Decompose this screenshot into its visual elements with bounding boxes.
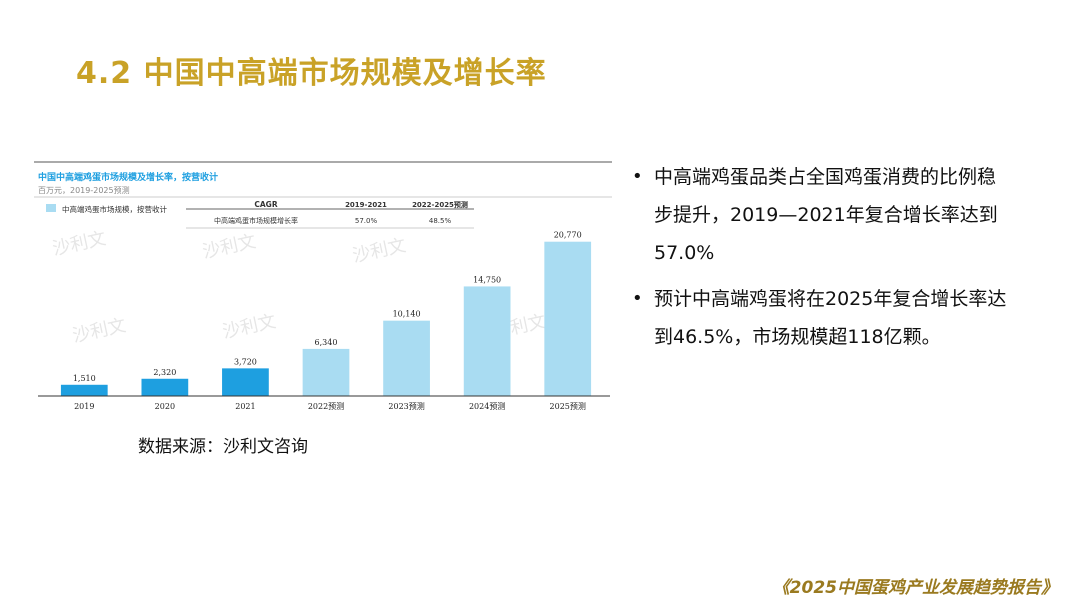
x-tick-label: 2021	[235, 402, 255, 411]
bullet-list: • 中高端鸡蛋品类占全国鸡蛋消费的比例稳步提升，2019—2021年复合增长率达…	[630, 158, 1010, 364]
watermark: 沙利文	[71, 315, 128, 347]
value-labels: 1,510 2,320 3,720 6,340 10,140 14,750 20,770	[73, 231, 582, 383]
bar-value-label: 20,770	[554, 231, 582, 240]
bullet-dot-icon: •	[632, 166, 643, 187]
cagr-title: CAGR	[254, 200, 277, 209]
bar-series	[60, 241, 592, 396]
bar-chart: 中国中高端鸡蛋市场规模及增长率，按营收计 百万元，2019-2025预测 中高端…	[34, 161, 612, 411]
legend-label: 中高端鸡蛋市场规模，按营收计	[62, 204, 167, 214]
chart-panel: 中国中高端鸡蛋市场规模及增长率，按营收计 百万元，2019-2025预测 中高端…	[34, 160, 614, 415]
x-tick-label: 2023预测	[388, 401, 424, 411]
cagr-col1-header: 2019-2021	[345, 201, 387, 209]
bullet-dot-icon: •	[632, 288, 643, 309]
bar-value-label: 14,750	[473, 275, 501, 284]
x-tick-label: 2022预测	[308, 401, 344, 411]
x-tick-label: 2025预测	[550, 401, 586, 411]
bar-value-label: 6,340	[315, 338, 338, 347]
x-tick-label: 2024预测	[469, 401, 505, 411]
bar-value-label: 10,140	[393, 310, 421, 319]
bar	[383, 320, 430, 396]
bar-value-label: 1,510	[73, 374, 96, 383]
bar	[544, 241, 592, 396]
source-note: 数据来源：沙利文咨询	[138, 437, 308, 457]
watermark: 沙利文	[351, 235, 408, 267]
cagr-row-label: 中高端鸡蛋市场规模增长率	[214, 216, 298, 225]
watermark: 沙利文	[221, 311, 278, 343]
watermark: 沙利文	[51, 228, 108, 260]
bullet-text: 预计中高端鸡蛋将在2025年复合增长率达到46.5%，市场规模超118亿颗。	[654, 288, 1007, 348]
bar	[302, 348, 350, 396]
x-tick-label: 2019	[74, 402, 94, 411]
legend-swatch	[46, 204, 56, 212]
cagr-col2-header: 2022-2025预测	[412, 200, 468, 209]
watermark: 沙利文	[201, 231, 258, 263]
bullet-text: 中高端鸡蛋品类占全国鸡蛋消费的比例稳步提升，2019—2021年复合增长率达到5…	[654, 166, 998, 264]
bullet-item: • 中高端鸡蛋品类占全国鸡蛋消费的比例稳步提升，2019—2021年复合增长率达…	[630, 158, 1010, 272]
bar	[60, 384, 108, 396]
chart-subtitle: 百万元，2019-2025预测	[38, 185, 130, 195]
chart-title: 中国中高端鸡蛋市场规模及增长率，按营收计	[38, 171, 218, 183]
bar	[222, 368, 269, 396]
bar	[463, 286, 511, 396]
slide-title: 4.2 中国中高端市场规模及增长率	[76, 56, 547, 91]
footer-report-title: 《2025中国蛋鸡产业发展趋势报告》	[772, 578, 1058, 598]
bar-value-label: 2,320	[153, 368, 176, 377]
x-tick-labels: 2019 2020 2021 2022预测 2023预测 2024预测 2025预测	[74, 401, 586, 411]
cagr-val1: 57.0%	[355, 217, 378, 225]
bar	[141, 378, 189, 396]
x-tick-label: 2020	[155, 402, 175, 411]
bar-value-label: 3,720	[234, 357, 257, 366]
bullet-item: • 预计中高端鸡蛋将在2025年复合增长率达到46.5%，市场规模超118亿颗。	[630, 280, 1010, 356]
cagr-val2: 48.5%	[429, 217, 452, 225]
